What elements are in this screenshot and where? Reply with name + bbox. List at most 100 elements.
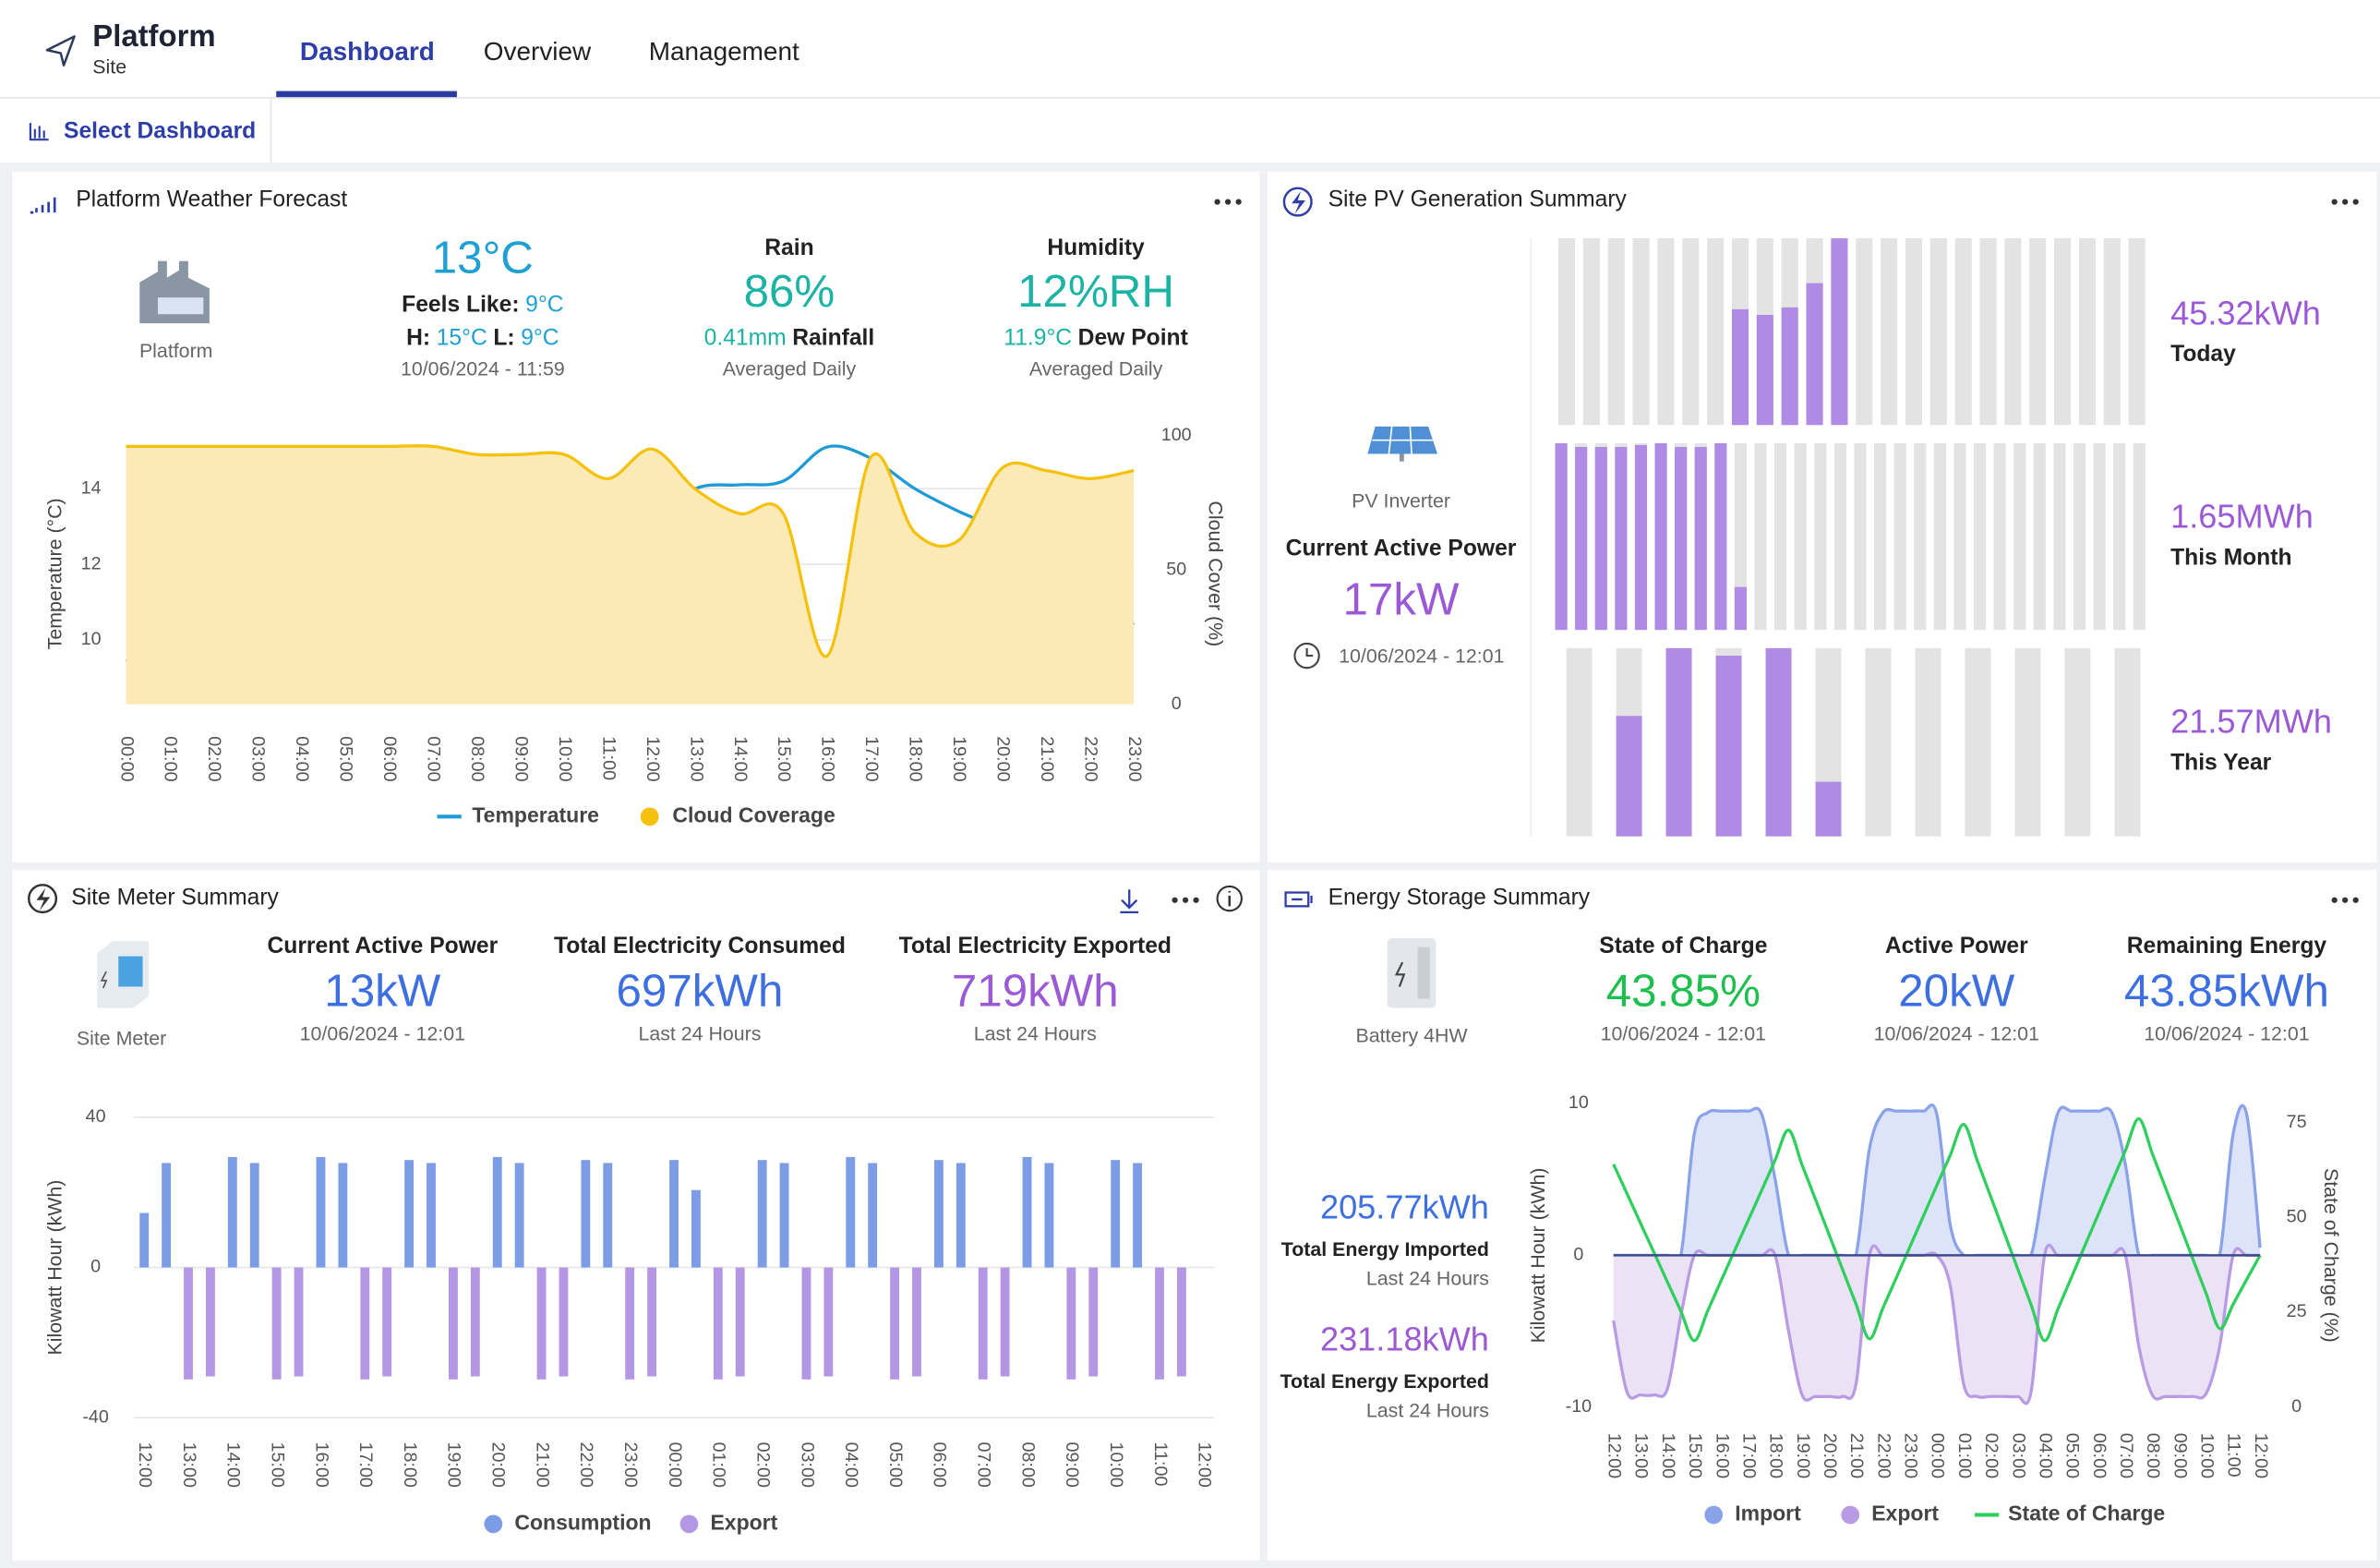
x-tick-label: 18:00 <box>400 1442 420 1488</box>
bar-track <box>2093 442 2106 631</box>
signal-icon <box>30 197 56 214</box>
legend-label: Cloud Coverage <box>672 802 835 826</box>
legend-label: Temperature <box>472 802 599 826</box>
bar <box>581 1160 591 1268</box>
stat-value: 719kWh <box>952 966 1119 1017</box>
label: Feels Like: <box>402 292 519 317</box>
x-tick-label: 16:00 <box>1712 1433 1732 1478</box>
x-tick-label: 10:00 <box>1106 1442 1126 1488</box>
site-name: Platform <box>139 340 213 362</box>
x-tick-label: 11:00 <box>1150 1442 1171 1487</box>
panel-title: Site Meter Summary <box>71 886 279 911</box>
menu-dots[interactable] <box>1214 199 1242 205</box>
line <box>1612 1116 2262 1343</box>
device-name: Battery 4HW <box>1355 1024 1468 1046</box>
x-tick-label: 09:00 <box>511 736 531 781</box>
bar-track <box>2004 238 2022 426</box>
bar <box>427 1163 436 1268</box>
bar-track <box>1973 442 1987 631</box>
y2-tick-label: 100 <box>1161 425 1192 445</box>
bar <box>647 1267 657 1377</box>
x-tick-label: 13:00 <box>686 736 706 781</box>
device-name: Site Meter <box>77 1028 166 1050</box>
stat-value: 86% <box>744 266 835 317</box>
app-title: Platform <box>92 18 215 53</box>
bar <box>868 1163 878 1268</box>
legend-label: Export <box>710 1510 777 1534</box>
menu-dots-part <box>2342 897 2349 903</box>
y-axis-title: Temperature (°C) <box>43 498 66 649</box>
bar-track <box>2114 647 2141 837</box>
x-tick-label: 12:00 <box>135 1442 155 1488</box>
bar-track <box>1557 238 1576 426</box>
meter-icon <box>97 941 150 1008</box>
x-tick-label: 03:00 <box>797 1442 817 1488</box>
x-tick-label: 03:00 <box>2008 1433 2028 1478</box>
line <box>126 444 1135 658</box>
select-dashboard[interactable]: Select Dashboard <box>64 119 256 144</box>
legend-icon <box>679 1514 699 1534</box>
bar <box>184 1267 193 1380</box>
note: Averaged Daily <box>1029 358 1163 380</box>
x-tick-label: 07:00 <box>424 736 444 781</box>
bar-track <box>1856 238 1873 426</box>
bar <box>448 1267 458 1380</box>
x-tick-label: 09:00 <box>2170 1433 2190 1478</box>
x-tick-label: 18:00 <box>906 736 926 781</box>
bar-track <box>1915 647 1941 837</box>
tab[interactable]: Dashboard <box>300 37 435 66</box>
bar <box>1815 781 1842 837</box>
y-tick-label: 12 <box>81 553 102 573</box>
download-icon[interactable] <box>1120 889 1139 914</box>
stat-note: 10/06/2024 - 12:01 <box>1874 1023 2039 1045</box>
bar <box>1111 1160 1121 1268</box>
bar <box>1022 1156 1032 1268</box>
info-icon[interactable] <box>1216 885 1243 912</box>
x-tick-label: 23:00 <box>620 1442 641 1488</box>
x-tick-label: 02:00 <box>204 736 224 781</box>
bar <box>316 1156 326 1268</box>
bar-track <box>2133 442 2146 631</box>
area <box>1613 1245 2261 1404</box>
feels-like: Feels Like: 9°C <box>402 292 563 317</box>
y2-tick-label: 25 <box>2287 1301 2307 1321</box>
x-tick-label: 12:00 <box>643 736 663 781</box>
bar <box>1088 1267 1099 1377</box>
bar <box>1756 314 1773 426</box>
bar-track <box>1833 442 1846 631</box>
menu-dots[interactable] <box>2331 897 2359 903</box>
stat-value: 43.85kWh <box>2124 966 2329 1017</box>
bar <box>1675 447 1688 631</box>
menu-dots[interactable] <box>1172 897 1199 903</box>
label: H: <box>406 325 430 350</box>
bar <box>1066 1267 1076 1380</box>
x-tick-label: 22:00 <box>576 1442 596 1488</box>
bar-track <box>2013 442 2026 631</box>
nav-icon <box>45 35 76 66</box>
total-label: Total Energy Exported <box>1280 1370 1489 1393</box>
bar <box>492 1156 502 1268</box>
stat-value: 697kWh <box>617 966 784 1017</box>
y-tick-label: 10 <box>81 629 102 649</box>
bar-track <box>2078 238 2096 426</box>
bar <box>470 1267 480 1377</box>
tab[interactable]: Overview <box>484 37 592 66</box>
y2-axis-title: Cloud Cover (%) <box>1205 501 1227 646</box>
total-value: 1.65MWh <box>2170 498 2314 536</box>
bar <box>227 1156 237 1268</box>
legend-label: Consumption <box>514 1510 651 1534</box>
menu-dots[interactable] <box>2331 199 2359 205</box>
stat-label: Total Electricity Exported <box>899 934 1172 959</box>
toolbar <box>0 98 2380 163</box>
device-name: PV Inverter <box>1352 490 1450 513</box>
clock-icon-part <box>1293 642 1320 669</box>
bar-track <box>1893 442 1906 631</box>
x-tick-label: 23:00 <box>1124 736 1145 781</box>
x-tick-label: 04:00 <box>292 736 312 781</box>
tab[interactable]: Management <box>649 37 799 66</box>
battery-device-icon-part <box>1417 947 1430 999</box>
x-tick-label: 02:00 <box>1981 1433 2001 1478</box>
bar-track <box>1865 647 1892 837</box>
bar <box>933 1160 944 1268</box>
battery-device-icon <box>1387 937 1436 1008</box>
